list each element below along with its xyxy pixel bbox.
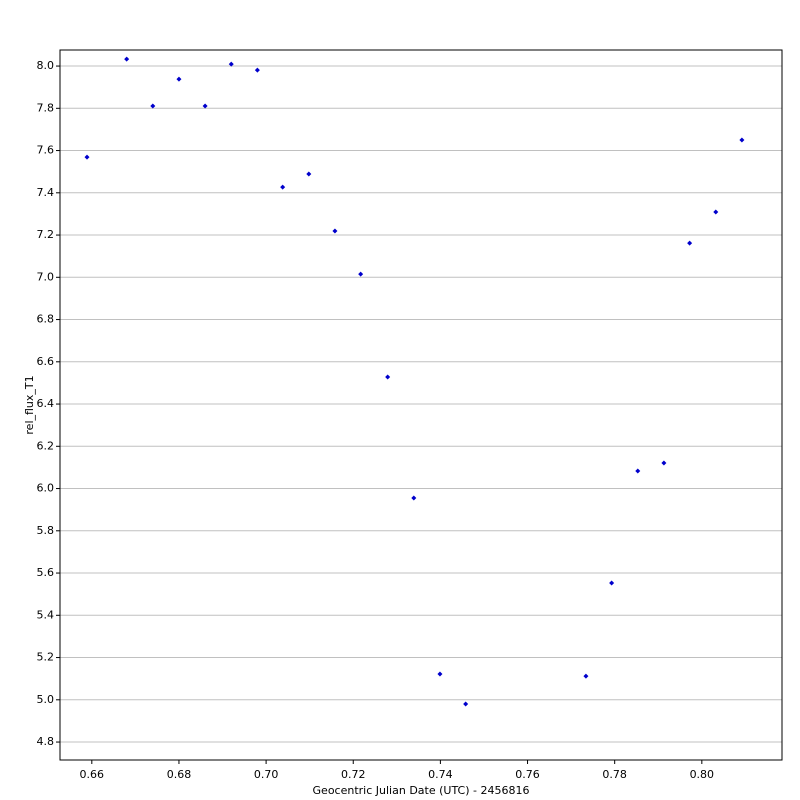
- y-tick-label: 6.4: [37, 397, 55, 410]
- x-tick-label: 0.76: [515, 768, 540, 781]
- point: [661, 460, 667, 466]
- x-tick-label: 0.72: [341, 768, 366, 781]
- y-tick-label: 4.8: [37, 735, 55, 748]
- y-tick-label: 5.0: [37, 693, 55, 706]
- y-tick-label: 5.8: [37, 524, 55, 537]
- y-axis-label: rel_flux_T1: [23, 375, 36, 434]
- x-tick-label: 0.80: [690, 768, 715, 781]
- y-tick-label: 7.0: [37, 270, 55, 283]
- y-tick-label: 6.2: [37, 439, 55, 452]
- y-tick-label: 5.6: [37, 566, 55, 579]
- point: [437, 671, 443, 677]
- y-tick-label: 7.6: [37, 144, 55, 157]
- point: [254, 67, 260, 73]
- y-tick-label: 6.8: [37, 313, 55, 326]
- y-tick-label: 6.0: [37, 482, 55, 495]
- x-tick-label: 0.78: [602, 768, 627, 781]
- point: [739, 137, 745, 143]
- y-tick-label: 7.4: [37, 186, 55, 199]
- x-tick-label: 0.66: [80, 768, 105, 781]
- point: [609, 580, 615, 586]
- y-tick-label: 7.2: [37, 228, 55, 241]
- point: [332, 228, 338, 234]
- point: [176, 76, 182, 82]
- point: [280, 184, 286, 190]
- point: [713, 209, 719, 215]
- point: [124, 56, 130, 62]
- point: [583, 673, 589, 679]
- x-axis-label: Geocentric Julian Date (UTC) - 2456816: [313, 784, 530, 797]
- y-tick-label: 5.4: [37, 608, 55, 621]
- point: [411, 495, 417, 501]
- y-tick-label: 7.8: [37, 101, 55, 114]
- point: [385, 374, 391, 380]
- y-tick-label: 5.2: [37, 651, 55, 664]
- x-tick-label: 0.74: [428, 768, 453, 781]
- x-tick-label: 0.70: [254, 768, 279, 781]
- point: [687, 240, 693, 246]
- plot-frame: [59, 49, 783, 761]
- point: [358, 271, 364, 277]
- point: [202, 103, 208, 109]
- x-tick-label: 0.68: [167, 768, 192, 781]
- point: [635, 468, 641, 474]
- point: [306, 171, 312, 177]
- point: [84, 154, 90, 160]
- point: [150, 103, 156, 109]
- y-tick-label: 8.0: [37, 59, 55, 72]
- point: [228, 61, 234, 67]
- y-tick-label: 6.6: [37, 355, 55, 368]
- point: [463, 701, 469, 707]
